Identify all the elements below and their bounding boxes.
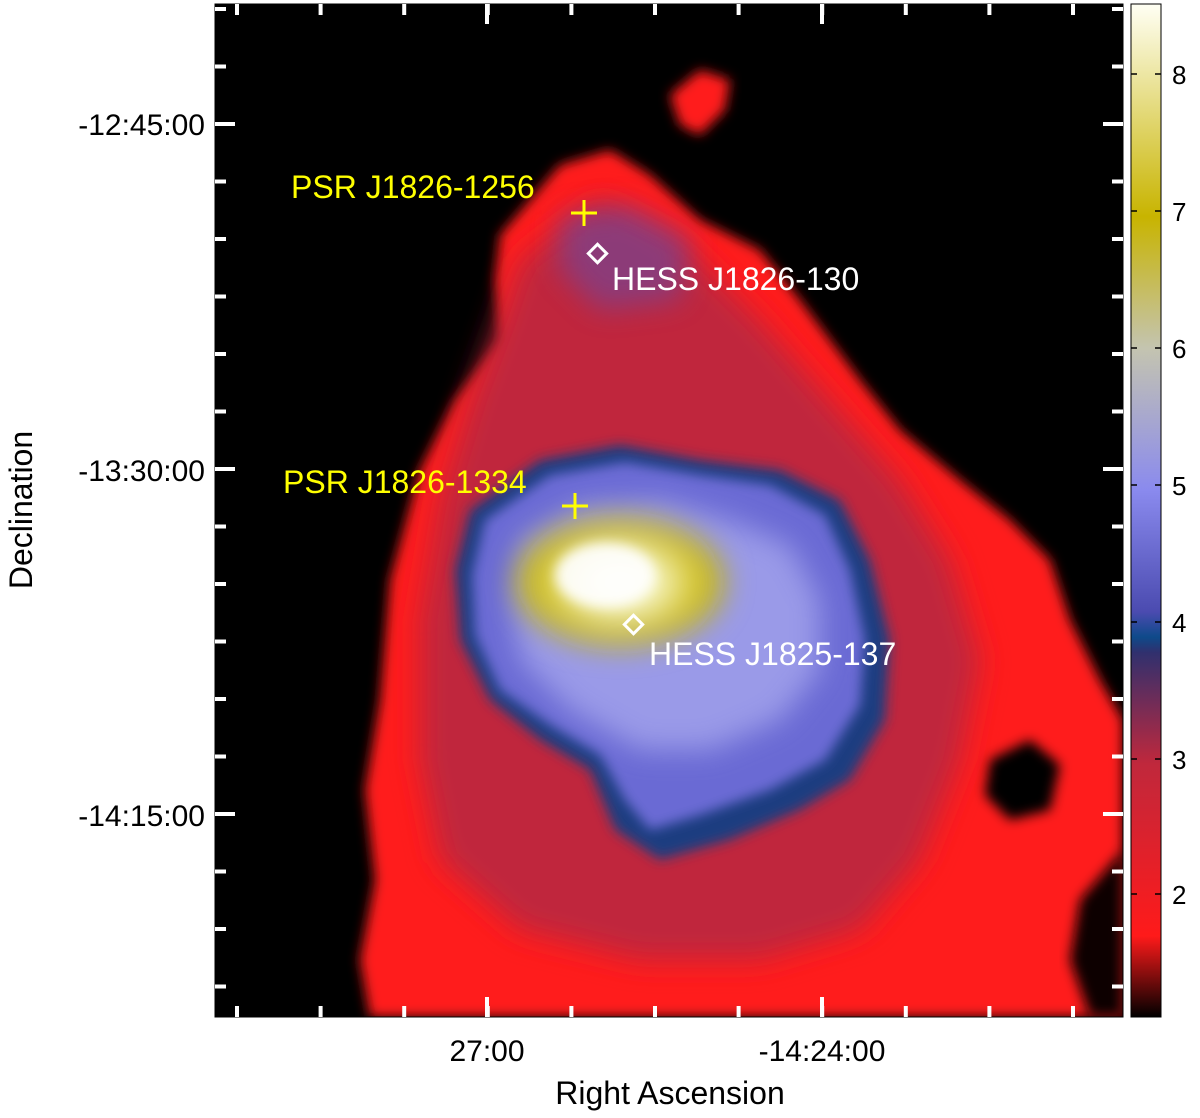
hess-label-1: HESS J1826-130 [612,261,859,297]
x-tick-label: -14:24:00 [759,1035,886,1068]
hess-marker-1 [586,242,609,265]
y-tick-label: -13:30:00 [78,455,205,488]
colorbar [1130,3,1162,1018]
white-core [555,543,655,607]
lower-right-gap [1070,850,1123,1017]
colorbar-tick-label: 4 [1172,608,1186,638]
y-axis-title: Declination [3,431,39,589]
x-tick-label: 27:00 [449,1035,524,1068]
top-emission-blob [670,70,730,135]
colorbar-tick-label: 8 [1172,60,1186,90]
colorbar-tick-label: 2 [1172,880,1186,910]
pulsar-label-1: PSR J1826-1256 [291,169,535,205]
y-tick-label: -14:15:00 [78,800,205,833]
colorbar-ticks [1131,73,1161,895]
upper-purple-patch [560,205,690,310]
colorbar-tick-label: 7 [1172,197,1186,227]
colorbar-tick-label: 3 [1172,745,1186,775]
colorbar-tick-label: 6 [1172,334,1186,364]
emission-map [360,70,1123,1017]
y-tick-label: -12:45:00 [78,109,205,142]
x-axis-title: Right Ascension [555,1075,784,1111]
pulsar-marker-2 [562,493,588,519]
hess-marker-2 [622,613,645,636]
colorbar-tick-label: 5 [1172,471,1186,501]
hess-label-2: HESS J1825-137 [649,636,896,672]
pulsar-marker-1 [571,200,597,226]
pulsar-label-2: PSR J1826-1334 [283,464,527,500]
plot-frame [214,3,1124,1018]
axis-ticks [215,4,1123,1017]
black-hole-right [985,740,1060,820]
